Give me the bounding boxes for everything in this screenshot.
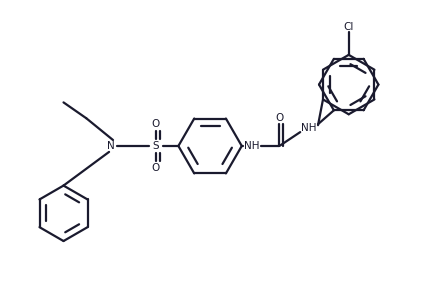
- Text: O: O: [151, 119, 160, 129]
- Text: O: O: [275, 113, 283, 123]
- Text: NH: NH: [301, 123, 317, 133]
- Text: O: O: [151, 163, 160, 173]
- Text: N: N: [107, 141, 115, 151]
- Text: S: S: [152, 141, 159, 151]
- Text: NH: NH: [244, 141, 259, 151]
- Text: Cl: Cl: [344, 22, 354, 32]
